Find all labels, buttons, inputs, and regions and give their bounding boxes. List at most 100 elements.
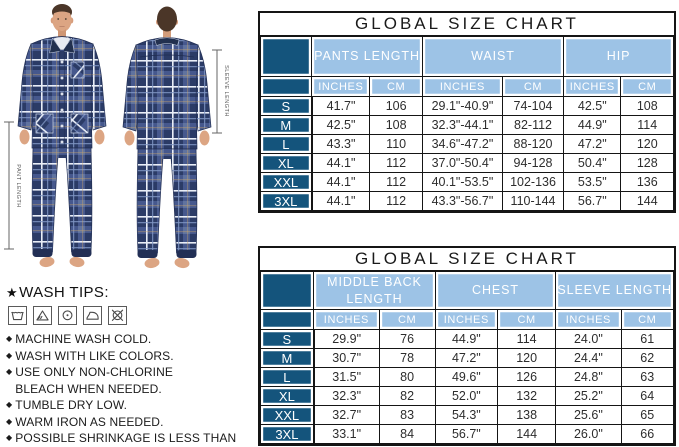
size-chart-title: GLOBAL SIZE CHART: [260, 13, 674, 37]
unit-header: INCHES: [313, 309, 380, 330]
value-cell: 76: [378, 329, 436, 349]
size-row: XXL 32.7" 83 54.3" 138 25.6" 65: [259, 405, 674, 425]
wash-tip-text: TUMBLE DRY LOW.: [15, 398, 128, 412]
value-cell: 128: [620, 153, 674, 173]
value-cell: 82: [378, 386, 436, 406]
value-cell: 44.1": [311, 191, 371, 211]
value-cell: 44.1": [311, 153, 371, 173]
size-row: XL 44.1" 112 37.0"-50.4" 94-128 50.4" 128: [259, 153, 674, 173]
corner-cell: [259, 270, 315, 310]
value-cell: 114: [497, 329, 557, 349]
value-cell: 88-120: [501, 134, 565, 154]
size-row: XL 32.3" 82 52.0" 132 25.2" 64: [259, 386, 674, 406]
value-cell: 63: [620, 367, 674, 387]
size-cell: S: [259, 329, 315, 349]
column-group-header: MIDDLE BACK LENGTH: [313, 270, 436, 310]
diamond-bullet-icon: ◆: [6, 334, 13, 343]
value-cell: 132: [497, 386, 557, 406]
unit-header: CM: [497, 309, 557, 330]
value-cell: 112: [369, 191, 423, 211]
size-row: L 31.5" 80 49.6" 126 24.8" 63: [259, 367, 674, 387]
value-cell: 33.1": [313, 424, 380, 444]
model-front: [17, 4, 107, 269]
size-row: S 41.7" 106 29.1"-40.9" 74-104 42.5" 108: [259, 96, 674, 116]
unit-header: INCHES: [563, 76, 622, 97]
diamond-bullet-icon: ◆: [6, 367, 13, 376]
size-cell: XXL: [259, 172, 313, 192]
wash-tip-text: MACHINE WASH COLD.: [15, 332, 152, 346]
corner-cell: [259, 35, 313, 77]
value-cell: 84: [378, 424, 436, 444]
wash-tip-text: POSSIBLE SHRINKAGE IS LESS THAN 4%.: [15, 431, 237, 445]
value-cell: 110: [369, 134, 423, 154]
value-cell: 52.0": [434, 386, 499, 406]
value-cell: 44.1": [311, 172, 371, 192]
unit-header: CM: [620, 76, 674, 97]
value-cell: 32.3"-44.1": [421, 115, 503, 135]
value-cell: 112: [369, 172, 423, 192]
value-cell: 37.0"-50.4": [421, 153, 503, 173]
wash-tip: ◆ WARM IRON AS NEEDED.: [6, 414, 256, 431]
value-cell: 108: [620, 96, 674, 116]
do-not-dry-clean-icon: [108, 306, 127, 325]
value-cell: 53.5": [563, 172, 622, 192]
size-row: 3XL 33.1" 84 56.7" 144 26.0" 66: [259, 424, 674, 444]
wash-tip-text: USE ONLY NON-CHLORINE BLEACH WHEN NEEDED…: [15, 365, 173, 396]
diamond-bullet-icon: ◆: [6, 400, 13, 409]
value-cell: 66: [620, 424, 674, 444]
wash-tips-section: ★WASH TIPS:: [6, 284, 256, 447]
size-cell: XL: [259, 386, 315, 406]
size-row: M 42.5" 108 32.3"-44.1" 82-112 44.9" 114: [259, 115, 674, 135]
value-cell: 29.9": [313, 329, 380, 349]
care-icons-row: [8, 306, 256, 325]
size-cell: XL: [259, 153, 313, 173]
value-cell: 94-128: [501, 153, 565, 173]
value-cell: 43.3": [311, 134, 371, 154]
value-cell: 110-144: [501, 191, 565, 211]
value-cell: 102-136: [501, 172, 565, 192]
value-cell: 56.7": [434, 424, 499, 444]
diamond-bullet-icon: ◆: [6, 416, 13, 426]
value-cell: 29.1"-40.9": [421, 96, 503, 116]
value-cell: 108: [369, 115, 423, 135]
wash-tips-title-text: WASH TIPS:: [19, 284, 109, 301]
value-cell: 138: [497, 405, 557, 425]
value-cell: 114: [620, 115, 674, 135]
value-cell: 26.0": [555, 424, 622, 444]
global-size-chart-table: GLOBAL SIZE CHART MIDDLE BACK LENGTH CHEST…: [259, 248, 674, 444]
model-back: [122, 6, 212, 270]
size-cell: XXL: [259, 405, 315, 425]
wash-tip: ◆POSSIBLE SHRINKAGE IS LESS THAN 4%.: [6, 430, 256, 447]
value-cell: 50.4": [563, 153, 622, 173]
value-cell: 78: [378, 348, 436, 368]
wash-tip: ◆ TUMBLE DRY LOW.: [6, 397, 256, 414]
value-cell: 42.5": [311, 115, 371, 135]
wash-tips-list: ◆ MACHINE WASH COLD. ◆ WASH WITH LIKE COLOR…: [6, 331, 256, 447]
size-row: L 43.3" 110 34.6"-47.2" 88-120 47.2" 120: [259, 134, 674, 154]
pajama-model-photo: PANT LENGTH SLEEVE LENGTH: [4, 4, 229, 270]
global-size-chart-table: GLOBAL SIZE CHART PANTS LENGTH WAIST HIP INC…: [259, 13, 674, 211]
value-cell: 54.3": [434, 405, 499, 425]
value-cell: 112: [369, 153, 423, 173]
column-group-header: HIP: [563, 35, 674, 77]
column-group-header: SLEEVE LENGTH: [555, 270, 674, 310]
value-cell: 49.6": [434, 367, 499, 387]
corner-cell: [259, 309, 315, 330]
size-cell: L: [259, 367, 315, 387]
value-cell: 30.7": [313, 348, 380, 368]
pant-length-measure: [4, 121, 14, 250]
pant-length-label: PANT LENGTH: [15, 164, 21, 208]
unit-header: INCHES: [311, 76, 371, 97]
unit-header: CM: [501, 76, 565, 97]
size-cell: 3XL: [259, 424, 315, 444]
size-row: M 30.7" 78 47.2" 120 24.4" 62: [259, 348, 674, 368]
unit-header: CM: [620, 309, 674, 330]
size-cell: 3XL: [259, 191, 313, 211]
value-cell: 32.7": [313, 405, 380, 425]
size-row: S 29.9" 76 44.9" 114 24.0" 61: [259, 329, 674, 349]
wash-tips-title: ★WASH TIPS:: [6, 284, 256, 301]
value-cell: 25.6": [555, 405, 622, 425]
wash-tip: ◆ MACHINE WASH COLD.: [6, 331, 256, 348]
value-cell: 120: [497, 348, 557, 368]
